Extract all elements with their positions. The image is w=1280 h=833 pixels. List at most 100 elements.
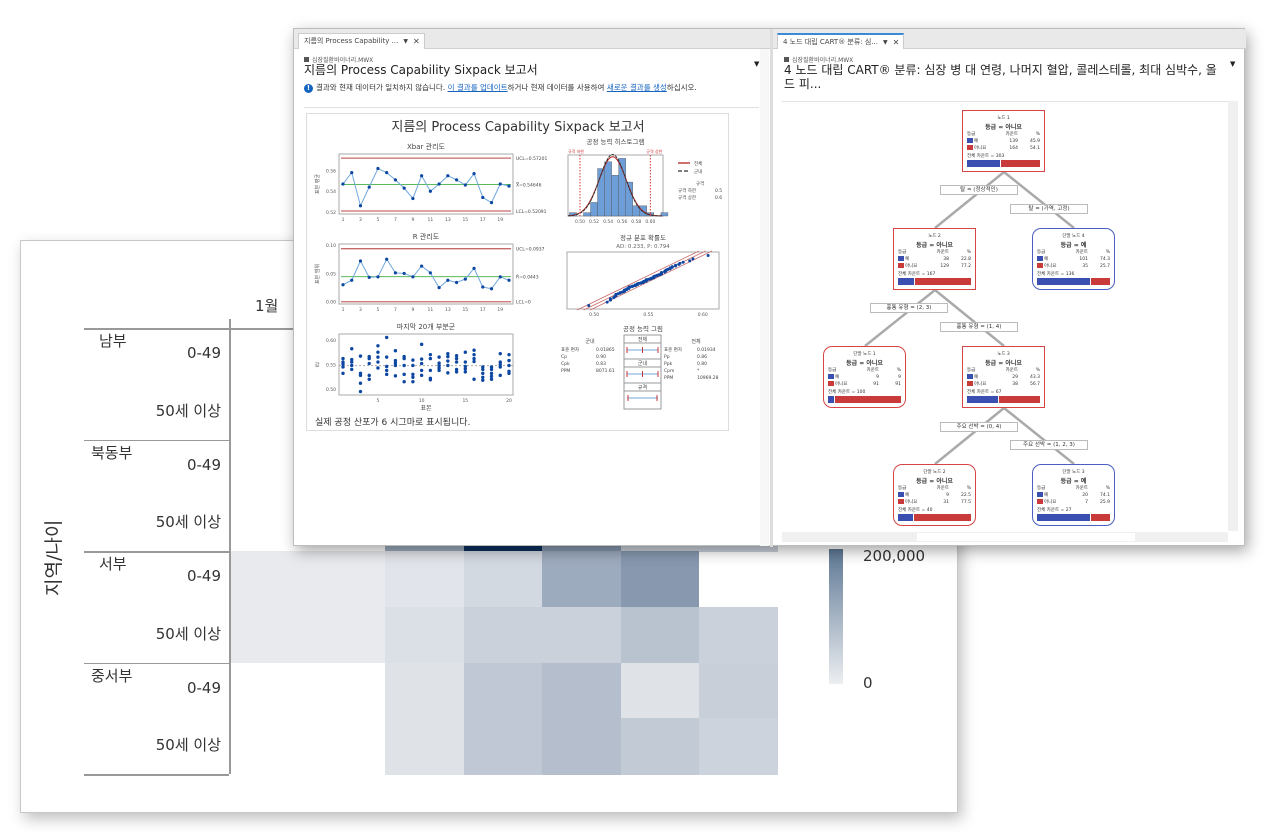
histogram-x-tick: 0.52 (589, 219, 599, 225)
chevron-down-icon[interactable]: ▼ (883, 38, 888, 46)
tab-process-capability[interactable]: 지름의 Process Capability ... ▼ ✕ (298, 33, 425, 49)
col-class: 등급 (898, 250, 907, 255)
r-chart-y-tick: 0.00 (326, 300, 336, 306)
last20-point (358, 354, 363, 358)
heatmap-cell (307, 606, 385, 663)
create-new-results-link[interactable]: 새로운 결과를 생성 (606, 83, 667, 92)
last20-point (437, 361, 441, 365)
last20-point (498, 373, 502, 378)
update-results-link[interactable]: 이 결과를 업데이트 (447, 83, 508, 92)
node-row-yes: 예 139 45.9 (967, 138, 1040, 145)
node-table-header: 등급 카운트% (898, 485, 971, 492)
tree-edge (1003, 171, 1075, 229)
node-table-header: 등급 카운트% (1037, 485, 1110, 492)
col-class: 등급 (898, 486, 907, 491)
r-chart-point (376, 275, 380, 279)
pane-divider[interactable] (770, 29, 773, 547)
within-stat-value: 0.01865 (596, 347, 615, 353)
last20-point (419, 342, 424, 347)
tree-edge (864, 289, 936, 347)
terminal-node-t3[interactable]: 단말 노드 3 등급 = 예 등급 카운트% 예 20 74.1 아니요 7 25.9 전체 카운트… (1032, 464, 1115, 526)
node-n3[interactable]: 노드 3 등급 = 아니요 등급 카운트% 예 29 43.3 아니요 38 56.7 전체 카운트… (962, 346, 1045, 408)
age-label: 50세 이상 (155, 736, 221, 755)
bar-yes (1037, 514, 1092, 521)
divider (304, 107, 759, 108)
xbar-y-tick: 0.56 (326, 169, 336, 175)
last20-point (419, 361, 424, 366)
tree-edge (934, 407, 1005, 465)
col-pct: % (966, 250, 971, 255)
close-icon[interactable]: ✕ (892, 37, 900, 47)
last20-point (411, 375, 415, 379)
tab-cart-classification[interactable]: 4 노드 대립 CART® 분류: 심... ▼ ✕ (777, 33, 905, 49)
class-count: 20 (1082, 493, 1088, 498)
node-row-no: 아니요 35 25.7 (1037, 263, 1110, 270)
xbar-x-tick: 11 (428, 217, 434, 223)
within-stat-value: 0.83 (596, 361, 606, 367)
node-n1[interactable]: 노드 1 등급 = 아니요 등급 카운트% 예 139 45.9 아니요 164 54.1 전체 카… (962, 110, 1045, 172)
xbar-x-tick: 9 (411, 217, 414, 223)
last20-point (411, 380, 415, 384)
class-swatch (828, 381, 834, 386)
class-label: 예 (1044, 493, 1049, 498)
last20-point (507, 363, 511, 368)
last20-point (463, 370, 468, 374)
tree-horizontal-scrollbar[interactable] (782, 532, 1228, 542)
class-pct: 54.1 (1029, 146, 1040, 151)
within-stat-value: 8071.61 (596, 368, 615, 374)
spec-lsl-row: 규격 하한 (678, 187, 696, 194)
output-menu-caret-icon[interactable]: ▼ (1230, 60, 1236, 68)
last20-point (393, 363, 398, 368)
last20-point (384, 372, 389, 377)
normal-x-tick: 0.60 (698, 312, 708, 318)
vertical-scrollbar[interactable] (760, 49, 769, 546)
split-rule-label: 흉통 유형 = (2, 3) (870, 303, 948, 313)
node-class-bar (898, 514, 971, 521)
overall-stat-value: * (697, 368, 700, 374)
last20-point (376, 350, 380, 354)
last20-point (437, 368, 441, 373)
last20-point (481, 367, 485, 372)
r-chart-point (446, 278, 450, 282)
terminal-node-t1[interactable]: 단말 노드 1 등급 = 아니요 등급 카운트% 예 9 9 아니요 91 91 전체 카운트 = … (823, 346, 906, 408)
last20-point (437, 363, 441, 368)
node-table-header: 등급 카운트% (967, 367, 1040, 374)
last20-point (384, 355, 389, 359)
bar-no (1091, 514, 1110, 521)
terminal-node-t4[interactable]: 단말 노드 4 등급 = 예 등급 카운트% 예 101 74.3 아니요 35 25.7 전체 카… (1032, 228, 1115, 290)
class-count: 164 (1009, 146, 1018, 151)
scrollbar-thumb[interactable] (917, 533, 1135, 541)
last20-point (472, 348, 476, 352)
bar-yes (898, 514, 915, 521)
class-pct: 25.9 (1099, 500, 1110, 505)
class-swatch (967, 138, 973, 143)
last20-point (419, 368, 424, 373)
color-legend-bar (829, 549, 843, 684)
xbar-series-line (342, 167, 510, 208)
last20-point (376, 344, 380, 348)
class-swatch (898, 256, 904, 261)
last20-point (472, 359, 476, 364)
class-count: 35 (1082, 264, 1088, 269)
last20-point (446, 354, 450, 359)
tree-edge (1003, 407, 1075, 465)
xbar-y-tick: 0.54 (326, 189, 336, 195)
last20-y-tick: 0.60 (326, 338, 336, 344)
last20-point (454, 353, 459, 358)
class-pct: 74.1 (1099, 493, 1110, 498)
region-divider (84, 551, 229, 553)
tree-connectors (864, 171, 1075, 465)
tree-vertical-scrollbar[interactable] (1228, 101, 1238, 531)
xbar-point (411, 196, 415, 201)
col-class: 등급 (1037, 250, 1046, 255)
r-chart-point (507, 278, 511, 282)
last20-point (428, 376, 433, 380)
node-total: 전체 카운트 = 303 (967, 154, 1005, 159)
output-menu-caret-icon[interactable]: ▼ (754, 60, 760, 68)
close-icon[interactable]: ✕ (412, 37, 420, 46)
node-n2[interactable]: 노드 2 등급 = 아니요 등급 카운트% 예 38 22.8 아니요 129 77.2 전체 카운… (893, 228, 976, 290)
terminal-node-t2[interactable]: 단말 노드 2 등급 = 아니요 등급 카운트% 예 9 22.5 아니요 31 77.5 전체 카… (893, 464, 976, 526)
chevron-down-icon[interactable]: ▼ (403, 38, 408, 45)
class-swatch (1037, 492, 1043, 497)
xbar-point (376, 166, 380, 171)
